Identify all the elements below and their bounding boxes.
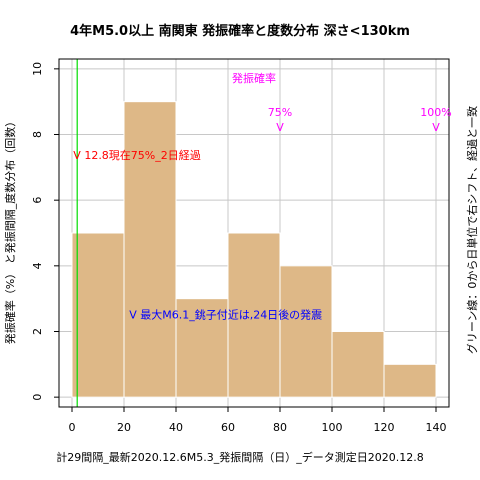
probability-75-marker: V — [276, 121, 284, 134]
chart-title: 4年M5.0以上 南関東 発振確率と度数分布 深さ<130km — [70, 24, 410, 39]
x-tick-label: 0 — [69, 421, 76, 434]
y-tick-label: 4 — [31, 262, 44, 269]
y-tick-label: 2 — [31, 328, 44, 335]
probability-100-marker: V — [432, 121, 440, 134]
histogram-bar — [279, 265, 333, 398]
histogram-bar — [227, 232, 281, 398]
x-tick-label: 60 — [221, 421, 235, 434]
x-tick-label: 100 — [322, 421, 343, 434]
x-tick-label: 140 — [426, 421, 447, 434]
x-tick-label: 40 — [169, 421, 183, 434]
plot-frame — [58, 58, 450, 408]
probability-label: 発振確率 — [232, 71, 276, 85]
current-status-note: V 12.8現在75%_2日経過 — [73, 149, 200, 162]
histogram-bar — [175, 298, 229, 398]
y-tick-label: 8 — [31, 131, 44, 138]
histogram-bar — [331, 330, 385, 398]
x-tick-label: 120 — [374, 421, 395, 434]
x-tick-label: 20 — [117, 421, 131, 434]
y-tick-label: 0 — [31, 394, 44, 401]
x-tick-label: 80 — [273, 421, 287, 434]
histogram-bar — [123, 101, 177, 398]
histogram-bar — [71, 232, 125, 398]
probability-75-label: 75% — [268, 106, 292, 119]
y-tick-label: 10 — [31, 62, 44, 76]
histogram-bar — [383, 363, 437, 398]
probability-100-label: 100% — [420, 106, 451, 119]
x-axis-label: 計29間隔_最新2020.12.6M5.3_発振間隔（日）_データ測定日2020… — [56, 451, 424, 464]
y-tick-label: 6 — [31, 197, 44, 204]
max-quake-note: V 最大M6.1_銚子付近は,24日後の発震 — [129, 307, 322, 321]
